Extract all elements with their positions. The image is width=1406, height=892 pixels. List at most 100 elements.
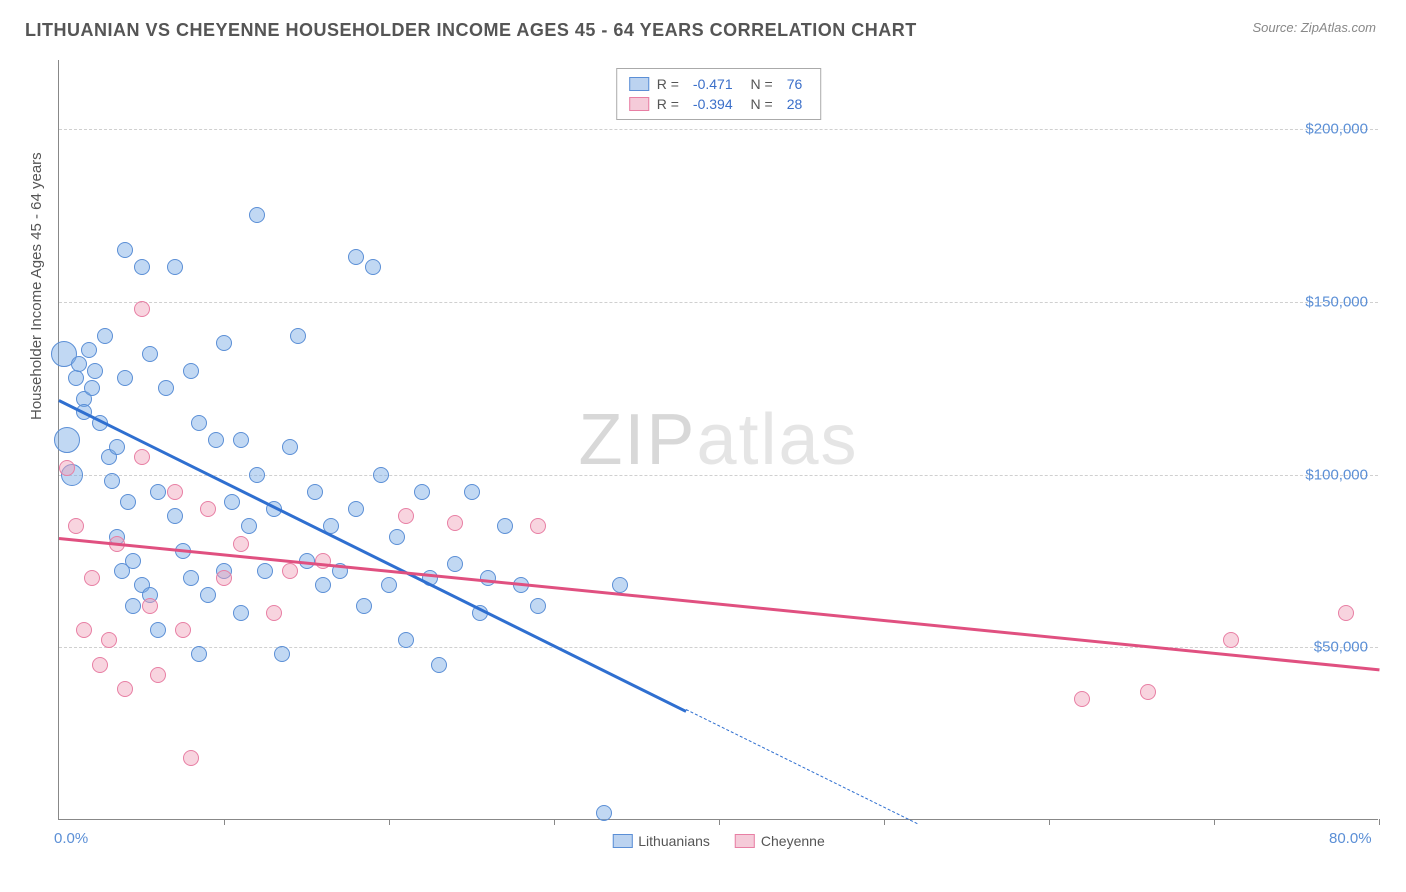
data-point <box>216 570 232 586</box>
data-point <box>348 249 364 265</box>
data-point <box>307 484 323 500</box>
x-tick <box>884 819 885 825</box>
data-point <box>233 536 249 552</box>
data-point <box>200 587 216 603</box>
data-point <box>183 363 199 379</box>
data-point <box>233 605 249 621</box>
data-point <box>1223 632 1239 648</box>
data-point <box>175 622 191 638</box>
trend-line <box>59 537 1379 671</box>
data-point <box>373 467 389 483</box>
data-point <box>117 370 133 386</box>
y-tick-label: $150,000 <box>1305 293 1368 310</box>
grid-line <box>59 129 1378 130</box>
legend-stat-row: R =-0.471 N =76 <box>629 74 809 94</box>
data-point <box>97 328 113 344</box>
y-tick-label: $100,000 <box>1305 466 1368 483</box>
data-point <box>274 646 290 662</box>
x-tick <box>389 819 390 825</box>
data-point <box>68 518 84 534</box>
data-point <box>315 577 331 593</box>
data-point <box>447 556 463 572</box>
n-value: 76 <box>787 76 803 92</box>
data-point <box>76 622 92 638</box>
data-point <box>183 570 199 586</box>
y-tick-label: $50,000 <box>1314 639 1368 656</box>
data-point <box>125 598 141 614</box>
data-point <box>282 439 298 455</box>
data-point <box>241 518 257 534</box>
r-label: R = <box>657 96 679 112</box>
data-point <box>282 563 298 579</box>
x-tick <box>554 819 555 825</box>
data-point <box>101 632 117 648</box>
data-point <box>59 460 75 476</box>
data-point <box>142 346 158 362</box>
data-point <box>68 370 84 386</box>
data-point <box>381 577 397 593</box>
data-point <box>191 646 207 662</box>
data-point <box>315 553 331 569</box>
data-point <box>414 484 430 500</box>
data-point <box>92 657 108 673</box>
series-legend: Lithuanians Cheyenne <box>612 833 824 849</box>
x-axis-label: 0.0% <box>54 830 88 847</box>
legend-label: Lithuanians <box>638 833 710 849</box>
legend-swatch <box>612 834 632 848</box>
x-tick <box>224 819 225 825</box>
data-point <box>87 363 103 379</box>
data-point <box>200 501 216 517</box>
source-attribution: Source: ZipAtlas.com <box>1252 20 1376 35</box>
chart-title: LITHUANIAN VS CHEYENNE HOUSEHOLDER INCOM… <box>25 20 917 41</box>
data-point <box>183 750 199 766</box>
data-point <box>54 427 80 453</box>
data-point <box>249 467 265 483</box>
data-point <box>150 667 166 683</box>
data-point <box>120 494 136 510</box>
legend-swatch <box>735 834 755 848</box>
x-tick <box>1214 819 1215 825</box>
data-point <box>134 301 150 317</box>
data-point <box>1074 691 1090 707</box>
data-point <box>150 484 166 500</box>
legend-label: Cheyenne <box>761 833 825 849</box>
data-point <box>167 259 183 275</box>
n-value: 28 <box>787 96 803 112</box>
legend-item: Cheyenne <box>735 833 825 849</box>
data-point <box>81 342 97 358</box>
data-point <box>167 508 183 524</box>
correlation-legend: R =-0.471 N =76 R = -0.394 N = 28 <box>616 68 822 120</box>
legend-swatch <box>629 97 649 111</box>
trend-line <box>58 399 686 712</box>
data-point <box>257 563 273 579</box>
data-point <box>125 553 141 569</box>
r-value: -0.394 <box>693 96 733 112</box>
data-point <box>84 570 100 586</box>
grid-line <box>59 302 1378 303</box>
x-tick <box>1049 819 1050 825</box>
data-point <box>233 432 249 448</box>
n-label: N = <box>747 96 773 112</box>
x-axis-label: 80.0% <box>1329 830 1372 847</box>
data-point <box>134 449 150 465</box>
data-point <box>71 356 87 372</box>
data-point <box>365 259 381 275</box>
data-point <box>1338 605 1354 621</box>
data-point <box>398 508 414 524</box>
data-point <box>266 605 282 621</box>
r-value: -0.471 <box>693 76 733 92</box>
data-point <box>348 501 364 517</box>
data-point <box>389 529 405 545</box>
data-point <box>464 484 480 500</box>
data-point <box>398 632 414 648</box>
data-point <box>431 657 447 673</box>
scatter-chart: ZIPatlas R =-0.471 N =76R =-0.394 N =28 … <box>58 60 1378 820</box>
data-point <box>224 494 240 510</box>
data-point <box>530 518 546 534</box>
data-point <box>596 805 612 821</box>
data-point <box>208 432 224 448</box>
trend-line <box>686 710 917 825</box>
data-point <box>530 598 546 614</box>
y-tick-label: $200,000 <box>1305 121 1368 138</box>
data-point <box>216 335 232 351</box>
